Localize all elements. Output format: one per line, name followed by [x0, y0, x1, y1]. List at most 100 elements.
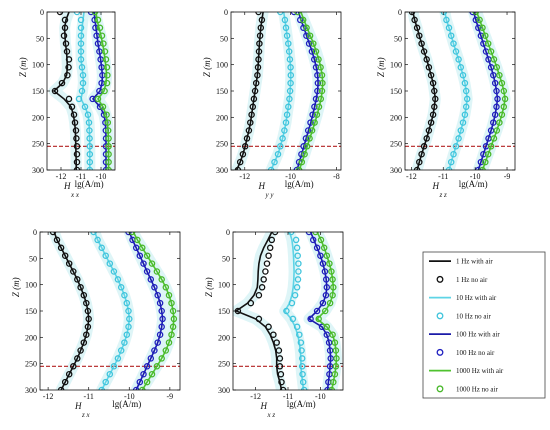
data-point	[285, 40, 292, 47]
data-point	[156, 331, 164, 338]
data-point	[241, 143, 249, 150]
data-point	[310, 56, 318, 63]
y-tick-label: 250	[218, 360, 230, 369]
data-point	[254, 71, 261, 79]
data-point	[331, 339, 339, 346]
x-tick-label: -11	[76, 172, 86, 181]
data-point	[90, 232, 97, 236]
data-point	[281, 16, 289, 24]
data-point	[105, 158, 112, 166]
data-point	[276, 363, 284, 370]
y-tick-label: 200	[25, 333, 37, 342]
data-point	[134, 236, 141, 244]
data-point	[257, 24, 265, 32]
data-point	[418, 150, 425, 158]
data-point	[68, 103, 76, 111]
data-point	[126, 315, 133, 323]
data-point	[295, 268, 302, 275]
data-point	[275, 347, 283, 354]
y-tick-label: 200	[216, 113, 228, 122]
x-tick-label: -10	[96, 172, 107, 181]
legend-label: 1000 Hz with air	[456, 367, 504, 375]
data-point	[477, 32, 485, 39]
x-tick-label: -10	[124, 392, 135, 401]
data-point	[268, 236, 276, 244]
y-axis-label: Z (m)	[18, 57, 28, 77]
data-point	[427, 119, 435, 126]
data-point	[62, 40, 70, 47]
data-point	[312, 48, 320, 55]
data-point	[125, 307, 132, 315]
data-point	[123, 331, 131, 338]
data-point	[496, 119, 503, 126]
data-point	[282, 119, 290, 126]
data-point	[165, 339, 173, 346]
data-point	[452, 48, 460, 55]
data-point	[482, 158, 489, 166]
data-point	[86, 143, 94, 150]
data-point	[455, 135, 462, 142]
data-point	[494, 95, 501, 103]
y-tick-label: 0	[226, 228, 230, 237]
data-point	[429, 79, 437, 87]
data-point	[311, 119, 318, 126]
data-point	[301, 150, 308, 158]
data-point	[493, 103, 500, 111]
data-point	[490, 135, 498, 142]
data-point	[296, 331, 303, 338]
data-point	[493, 64, 501, 71]
x-axis-label: lg(A/m)	[75, 179, 104, 189]
data-point	[73, 12, 81, 16]
data-point	[288, 299, 296, 307]
data-point	[317, 252, 324, 259]
data-point	[299, 16, 307, 24]
plot-area	[47, 12, 115, 170]
data-point	[256, 32, 264, 39]
data-point	[70, 363, 77, 370]
data-point	[51, 87, 59, 95]
data-point	[254, 64, 262, 71]
data-point	[294, 252, 301, 259]
data-point	[498, 79, 506, 87]
data-point	[303, 32, 310, 39]
data-point	[411, 16, 418, 24]
data-point	[121, 339, 128, 346]
data-point	[61, 252, 69, 259]
data-point	[322, 276, 330, 283]
data-point	[85, 119, 93, 126]
data-point	[101, 48, 109, 55]
data-point	[431, 87, 438, 95]
data-point	[60, 32, 68, 39]
data-point	[328, 268, 335, 275]
legend-marker-swatch	[436, 275, 444, 283]
data-point	[461, 79, 469, 87]
data-point	[294, 12, 301, 16]
data-point	[158, 307, 165, 315]
data-point	[319, 299, 327, 307]
data-point	[117, 284, 125, 291]
data-point	[295, 260, 302, 267]
data-point	[443, 16, 450, 24]
x-axis-label: lg(A/m)	[112, 399, 141, 409]
data-point	[168, 299, 175, 307]
data-point	[63, 48, 71, 55]
data-point	[277, 143, 284, 150]
data-point	[103, 111, 110, 118]
plot-area	[233, 232, 343, 390]
data-point	[312, 232, 319, 236]
legend-label: 1 Hz no air	[456, 276, 488, 284]
data-point	[305, 40, 313, 47]
data-point	[286, 95, 293, 103]
data-point	[148, 370, 156, 378]
data-point	[80, 339, 88, 346]
data-point	[154, 291, 161, 299]
data-point	[315, 315, 322, 323]
data-point	[286, 56, 294, 63]
data-point	[85, 315, 92, 323]
data-point	[255, 56, 262, 63]
y-tick-label: 50	[394, 34, 402, 43]
data-point	[427, 71, 435, 79]
data-point	[479, 24, 486, 32]
data-point	[450, 40, 457, 47]
data-point	[94, 236, 101, 244]
